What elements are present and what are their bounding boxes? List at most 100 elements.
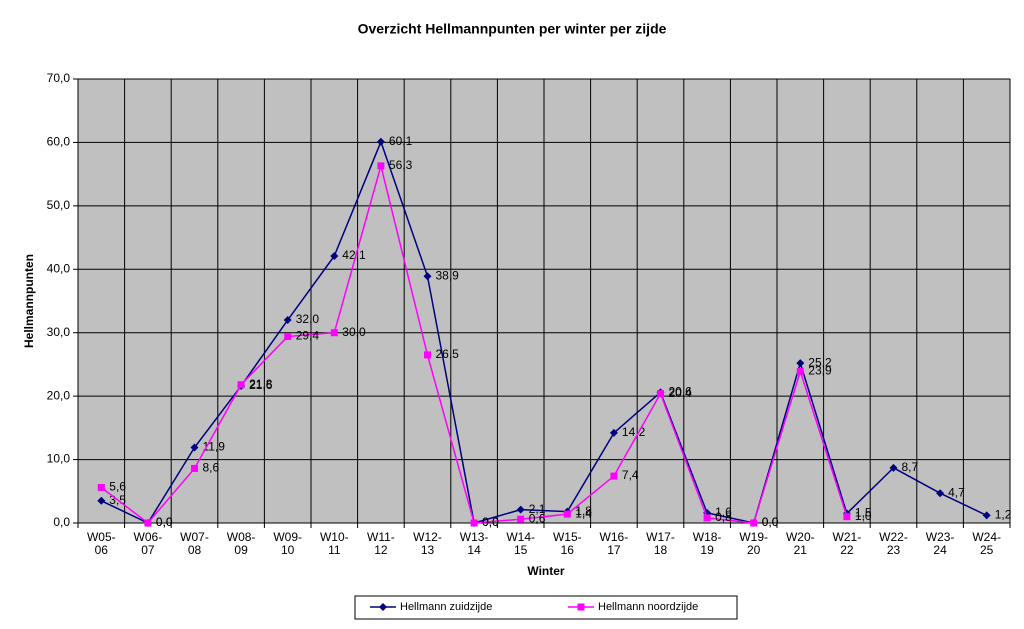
data-label: 38,9 [436, 268, 460, 282]
marker [97, 496, 106, 505]
data-label: 60,1 [389, 134, 413, 148]
data-label: 7,4 [622, 468, 639, 482]
y-tick-label: 30,0 [47, 325, 71, 339]
data-label: 8,6 [203, 461, 220, 475]
marker [424, 351, 431, 359]
marker [237, 381, 245, 389]
x-tick-label: W22-23 [879, 530, 908, 557]
x-tick-label: W15-16 [552, 530, 582, 557]
data-label: 0,0 [156, 515, 173, 529]
legend-label: Hellmann zuidzijde [400, 601, 492, 613]
y-axis-label: Hellmannpunten [22, 254, 36, 348]
data-label: 8,7 [902, 460, 919, 474]
marker [936, 489, 945, 498]
data-label: 30,0 [342, 325, 366, 339]
data-label: 0,8 [715, 510, 732, 524]
x-tick-label: W10-11 [319, 530, 349, 557]
marker [610, 472, 618, 480]
chart-title: Overzicht Hellmannpunten per winter per … [358, 21, 667, 37]
x-tick-label: W19-20 [739, 530, 769, 557]
marker [750, 519, 758, 527]
marker [563, 510, 571, 518]
marker [330, 329, 338, 337]
y-tick-label: 0,0 [53, 515, 70, 529]
x-tick-label: W12-13 [413, 530, 442, 557]
data-label: 0,0 [156, 515, 173, 529]
legend-label: Hellmann noordzijde [598, 601, 698, 613]
data-label: 0,6 [529, 511, 546, 525]
x-tick-label: W24-25 [972, 530, 1002, 557]
x-tick-label: W23-24 [925, 530, 955, 557]
x-axis-label: Winter [527, 564, 565, 578]
marker [97, 483, 105, 491]
x-tick-label: W18-19 [692, 530, 722, 557]
y-tick-label: 70,0 [47, 71, 71, 85]
x-tick-label: W08-09 [226, 530, 256, 557]
y-tick-label: 60,0 [47, 135, 71, 149]
legend-box [354, 595, 738, 620]
marker [577, 603, 585, 611]
marker [423, 272, 432, 281]
data-label: 1,8 [575, 504, 592, 518]
marker [796, 367, 804, 375]
data-label: 23,9 [808, 364, 832, 378]
data-label: 21,6 [249, 378, 273, 392]
data-label: 1,2 [995, 508, 1012, 522]
y-tick-label: 50,0 [47, 198, 71, 212]
x-tick-label: W21-22 [832, 530, 862, 557]
x-tick-label: W11-12 [367, 530, 395, 557]
series-line [100, 139, 988, 524]
x-tick-label: W20-21 [785, 530, 815, 557]
data-label: 42,1 [342, 248, 366, 262]
x-tick-label: W14-15 [506, 530, 536, 557]
data-label: 56,3 [389, 158, 413, 172]
marker [190, 443, 199, 452]
y-tick-label: 40,0 [47, 261, 71, 275]
x-tick-label: W05-06 [86, 530, 116, 557]
data-label: 21,8 [249, 377, 273, 391]
x-tick-label: W09-10 [273, 530, 303, 557]
marker [796, 359, 805, 368]
x-tick-label: W06-07 [133, 530, 163, 557]
data-label: 1,0 [855, 509, 872, 523]
marker [379, 603, 387, 611]
marker [470, 519, 478, 527]
data-label: 32,0 [296, 312, 320, 326]
y-tick-label: 10,0 [47, 452, 71, 466]
x-tick-label: W17-18 [646, 530, 675, 557]
marker [517, 515, 525, 523]
data-label: 0,0 [762, 515, 779, 529]
marker [703, 514, 711, 522]
data-label: 14,2 [622, 425, 646, 439]
marker [191, 464, 198, 472]
data-label: 5,6 [109, 480, 126, 494]
marker [982, 511, 991, 520]
marker [283, 316, 292, 325]
marker [843, 513, 851, 521]
marker [657, 390, 664, 398]
marker [144, 519, 152, 527]
marker [889, 463, 898, 472]
x-tick-label: W07-08 [180, 530, 209, 557]
x-tick-label: W13-14 [459, 530, 489, 557]
data-label: 29,4 [296, 329, 320, 343]
data-label: 0,0 [762, 515, 779, 529]
data-label: 2,1 [529, 502, 546, 516]
data-label: 20,6 [669, 385, 693, 399]
x-tick-label: W16-17 [599, 530, 629, 557]
marker [516, 505, 525, 514]
data-label: 4,7 [948, 485, 965, 499]
data-label: 1,4 [575, 506, 592, 520]
data-label: 25,2 [808, 355, 832, 369]
marker [330, 251, 339, 260]
marker [377, 162, 385, 170]
data-label: 26,5 [436, 347, 460, 361]
marker [609, 428, 618, 437]
data-label: 0,0 [482, 515, 499, 529]
marker [376, 137, 385, 146]
data-label: 1,6 [715, 505, 732, 519]
data-label: 20,4 [669, 386, 693, 400]
marker [284, 333, 292, 341]
